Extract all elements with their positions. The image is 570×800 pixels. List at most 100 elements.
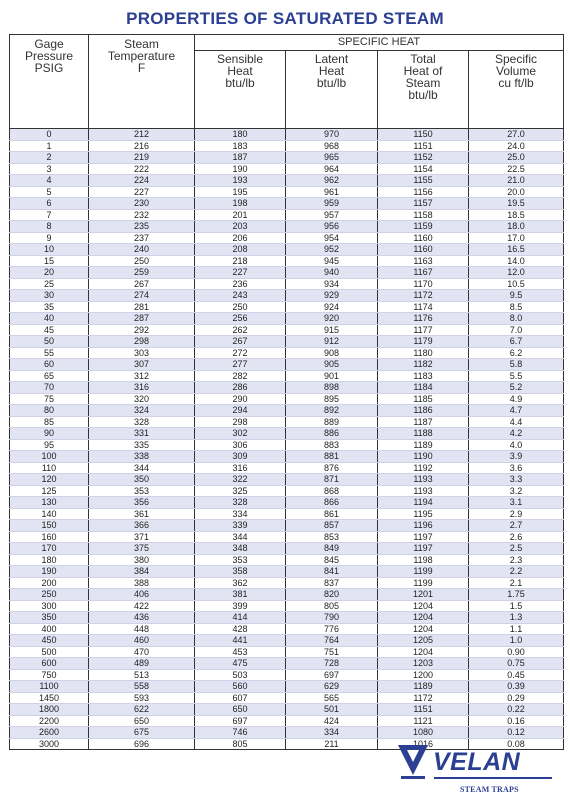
temperature-cell: 460: [88, 634, 195, 647]
table-row: 140 361 334 861 1195 2.9: [9, 508, 564, 520]
sensible-heat-cell: 306: [194, 439, 286, 451]
table-row: 50 298 267 912 1179 6.7: [9, 335, 564, 348]
table-row: 500 470 453 751 1204 0.90: [9, 646, 564, 658]
pressure-cell: 45: [9, 324, 89, 336]
sensible-heat-cell: 195: [194, 186, 286, 198]
temperature-cell: 216: [88, 140, 195, 152]
volume-cell: 1.3: [468, 611, 564, 624]
volume-cell: 0.29: [468, 692, 564, 704]
total-heat-cell: 1199: [377, 577, 469, 589]
temperature-cell: 344: [88, 462, 195, 474]
pressure-cell: 85: [9, 416, 89, 428]
latent-heat-cell: 929: [285, 289, 378, 302]
sensible-heat-cell: 180: [194, 128, 286, 141]
pressure-cell: 95: [9, 439, 89, 451]
temperature-cell: 448: [88, 623, 195, 635]
temperature-cell: 224: [88, 174, 195, 187]
table-row: 10 240 208 952 1160 16.5: [9, 243, 564, 256]
latent-heat-cell: 915: [285, 324, 378, 336]
latent-heat-cell: 883: [285, 439, 378, 451]
temperature-cell: 350: [88, 473, 195, 486]
volume-cell: 4.2: [468, 427, 564, 440]
table-row: 5 227 195 961 1156 20.0: [9, 186, 564, 198]
total-heat-cell: 1121: [377, 715, 469, 727]
table-row: 7 232 201 957 1158 18.5: [9, 209, 564, 221]
volume-cell: 3.3: [468, 473, 564, 486]
total-heat-cell: 1204: [377, 600, 469, 612]
latent-heat-cell: 962: [285, 174, 378, 187]
latent-heat-cell: 629: [285, 680, 378, 693]
sensible-heat-cell: 218: [194, 255, 286, 267]
total-heat-cell: 1186: [377, 404, 469, 417]
pressure-cell: 400: [9, 623, 89, 635]
table-row: 200 388 362 837 1199 2.1: [9, 577, 564, 589]
pressure-cell: 8: [9, 220, 89, 233]
temperature-cell: 422: [88, 600, 195, 612]
table-row: 2600 675 746 334 1080 0.12: [9, 726, 564, 739]
latent-heat-cell: 881: [285, 450, 378, 463]
total-heat-cell: 1172: [377, 289, 469, 302]
header-sensible-heat: Sensible Heat btu/lb: [194, 50, 286, 122]
table-row: 2 219 187 965 1152 25.0: [9, 151, 564, 164]
temperature-cell: 212: [88, 128, 195, 141]
latent-heat-cell: 820: [285, 588, 378, 601]
table-row: 130 356 328 866 1194 3.1: [9, 496, 564, 509]
latent-heat-cell: 968: [285, 140, 378, 152]
table-row: 3 222 190 964 1154 22.5: [9, 163, 564, 175]
latent-heat-cell: 956: [285, 220, 378, 233]
temperature-cell: 384: [88, 565, 195, 578]
latent-heat-cell: 954: [285, 232, 378, 244]
volume-cell: 4.4: [468, 416, 564, 428]
total-heat-cell: 1189: [377, 439, 469, 451]
latent-heat-cell: 934: [285, 278, 378, 290]
table-row: 70 316 286 898 1184 5.2: [9, 381, 564, 394]
volume-cell: 22.5: [468, 163, 564, 175]
volume-cell: 1.75: [468, 588, 564, 601]
sensible-heat-cell: 328: [194, 496, 286, 509]
latent-heat-cell: 424: [285, 715, 378, 727]
volume-cell: 16.5: [468, 243, 564, 256]
volume-cell: 0.45: [468, 669, 564, 681]
volume-cell: 2.3: [468, 554, 564, 566]
temperature-cell: 353: [88, 485, 195, 497]
sensible-heat-cell: 272: [194, 347, 286, 359]
temperature-cell: 361: [88, 508, 195, 520]
pressure-cell: 80: [9, 404, 89, 417]
total-heat-cell: 1205: [377, 634, 469, 647]
pressure-cell: 125: [9, 485, 89, 497]
total-heat-cell: 1198: [377, 554, 469, 566]
table-row: 30 274 243 929 1172 9.5: [9, 289, 564, 302]
pressure-cell: 1100: [9, 680, 89, 693]
latent-heat-cell: 697: [285, 669, 378, 681]
temperature-cell: 436: [88, 611, 195, 624]
total-heat-cell: 1180: [377, 347, 469, 359]
latent-heat-cell: 901: [285, 370, 378, 382]
latent-heat-cell: 501: [285, 703, 378, 716]
total-heat-cell: 1156: [377, 186, 469, 198]
volume-cell: 3.2: [468, 485, 564, 497]
volume-cell: 0.75: [468, 657, 564, 670]
logo-wordmark: VELAN: [433, 748, 521, 776]
total-heat-cell: 1179: [377, 335, 469, 348]
latent-heat-cell: 868: [285, 485, 378, 497]
temperature-cell: 259: [88, 266, 195, 279]
pressure-cell: 40: [9, 312, 89, 325]
latent-heat-cell: 805: [285, 600, 378, 612]
pressure-cell: 7: [9, 209, 89, 221]
pressure-cell: 70: [9, 381, 89, 394]
volume-cell: 2.1: [468, 577, 564, 589]
volume-cell: 14.0: [468, 255, 564, 267]
volume-cell: 0.22: [468, 703, 564, 716]
total-heat-cell: 1200: [377, 669, 469, 681]
table-row: 250 406 381 820 1201 1.75: [9, 588, 564, 601]
sensible-heat-cell: 236: [194, 278, 286, 290]
sensible-heat-cell: 282: [194, 370, 286, 382]
latent-heat-cell: 857: [285, 519, 378, 532]
sensible-heat-cell: 201: [194, 209, 286, 221]
total-heat-cell: 1204: [377, 646, 469, 658]
sensible-heat-cell: 353: [194, 554, 286, 566]
table-row: 600 489 475 728 1203 0.75: [9, 657, 564, 670]
latent-heat-cell: 908: [285, 347, 378, 359]
pressure-cell: 170: [9, 542, 89, 555]
latent-heat-cell: 841: [285, 565, 378, 578]
